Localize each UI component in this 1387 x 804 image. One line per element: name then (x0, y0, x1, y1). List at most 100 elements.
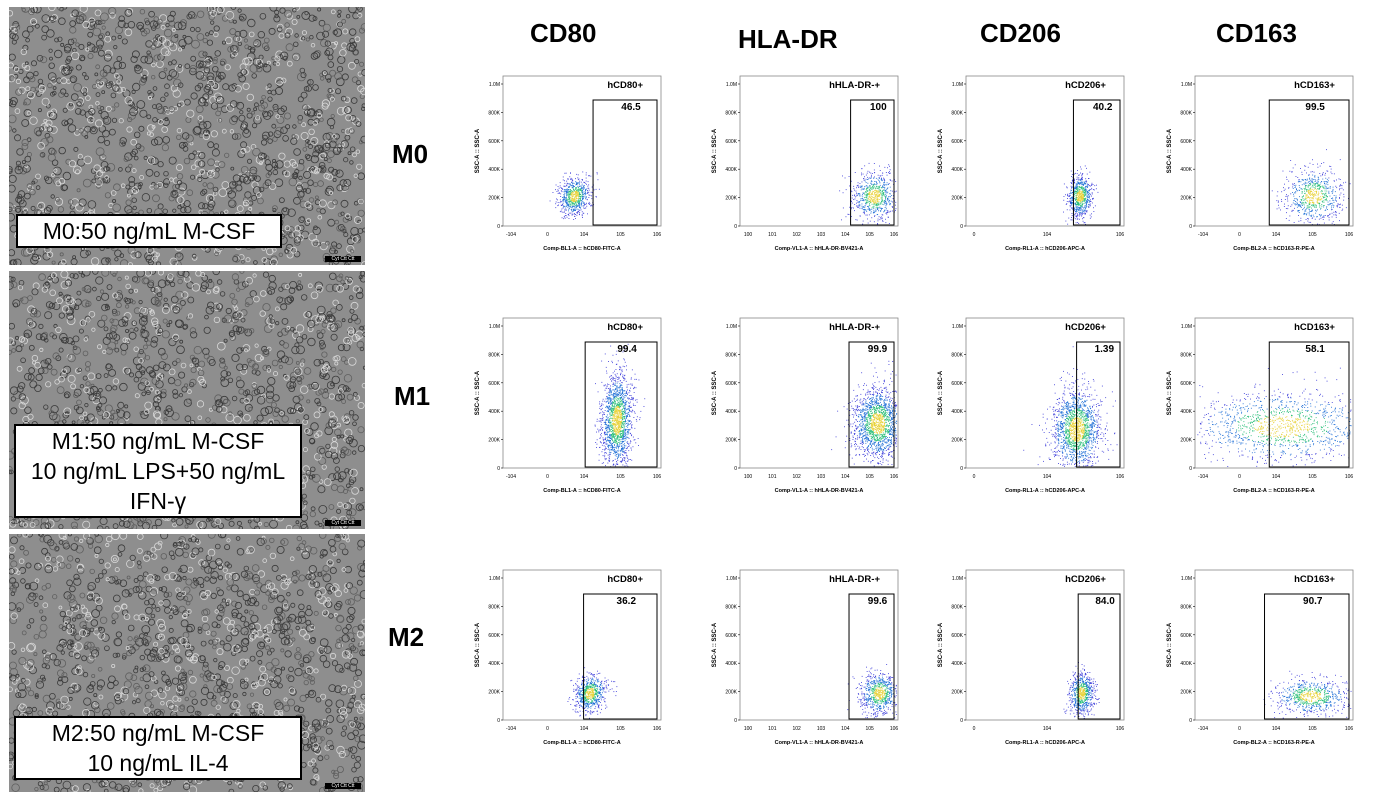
y-tick-label: 200K (1180, 196, 1192, 202)
y-axis-label: SSC-A :: SSC-A (938, 128, 944, 173)
x-tick-label: 106 (890, 232, 899, 238)
row-header-m0: M0 (392, 139, 429, 169)
y-tick-label: 0 (497, 466, 500, 472)
x-tick-label: 106 (1116, 232, 1125, 238)
y-axis-label: SSC-A :: SSC-A (1167, 622, 1173, 667)
y-tick-label: 0 (497, 718, 500, 724)
x-tick-label: -104 (506, 232, 516, 238)
scatter-points (1063, 165, 1099, 225)
scatter-points (1023, 346, 1118, 467)
y-tick-label: 200K (1180, 438, 1192, 444)
gate-name: hCD163+ (1294, 574, 1335, 585)
gate-percentage: 40.2 (1093, 102, 1113, 113)
y-axis-label: SSC-A :: SSC-A (938, 622, 944, 667)
gate-rectangle (1264, 593, 1350, 720)
y-tick-label: 800K (1180, 352, 1192, 358)
y-tick-label: 400K (951, 167, 963, 173)
column-header-hla-dr: HLA-DR (738, 24, 838, 54)
scatter-points (594, 341, 646, 468)
gate-name: hCD206+ (1065, 574, 1106, 585)
x-tick-label: -104 (506, 726, 516, 732)
x-tick-label: 105 (865, 474, 874, 480)
x-tick-label: 0 (546, 232, 549, 238)
gate-percentage: 99.9 (868, 344, 888, 355)
caption-m2: M2:50 ng/mL M-CSF 10 ng/mL IL-4 (14, 716, 302, 780)
y-axis-label: SSC-A :: SSC-A (475, 622, 481, 667)
plot-frame (739, 569, 899, 721)
caption-line: IFN-γ (129, 488, 187, 514)
x-tick-label: -104 (1198, 232, 1208, 238)
x-axis-label: Comp-VL1-A :: hHLA-DR-BV421-A (775, 740, 864, 746)
x-tick-label: 104 (1043, 726, 1052, 732)
column-header-cd163: CD163 (1216, 18, 1297, 48)
scatter-points (839, 162, 897, 225)
gate-percentage: 99.4 (617, 344, 637, 355)
gate-rectangle (1268, 341, 1350, 468)
x-tick-label: 105 (1308, 726, 1317, 732)
x-tick-label: 106 (890, 474, 899, 480)
y-tick-label: 1.0M (952, 576, 963, 582)
y-tick-label: 600K (488, 381, 500, 387)
x-tick-label: 104 (580, 474, 589, 480)
y-tick-label: 800K (951, 110, 963, 116)
x-tick-label: 103 (817, 232, 826, 238)
y-tick-label: 200K (951, 690, 963, 696)
caption-line: M1:50 ng/mL M-CSF (51, 428, 265, 454)
x-tick-label: 104 (1043, 232, 1052, 238)
caption-line: M2:50 ng/mL M-CSF (51, 720, 265, 746)
gate-name: hCD206+ (1065, 322, 1106, 333)
y-tick-label: 600K (951, 381, 963, 387)
x-axis-label: Comp-BL1-A :: hCD80-FITC-A (543, 246, 620, 252)
x-axis-label: Comp-BL1-A :: hCD80-FITC-A (543, 488, 620, 494)
y-tick-label: 600K (488, 633, 500, 639)
y-tick-label: 600K (725, 633, 737, 639)
y-tick-label: 200K (951, 196, 963, 202)
y-tick-label: 1.0M (1181, 324, 1192, 330)
y-tick-label: 1.0M (489, 324, 500, 330)
gate-rectangle (584, 341, 658, 468)
scatter-points (847, 664, 898, 719)
x-axis-label: Comp-RL1-A :: hCD206-APC-A (1005, 246, 1085, 252)
x-tick-label: -104 (506, 474, 516, 480)
y-tick-label: 800K (951, 604, 963, 610)
x-tick-label: 106 (1345, 232, 1354, 238)
caption-m1: M1:50 ng/mL M-CSF 10 ng/mL LPS+50 ng/mL … (14, 424, 302, 518)
gate-rectangle (1076, 341, 1121, 468)
scatter-points (1197, 367, 1352, 467)
x-tick-label: -104 (1198, 726, 1208, 732)
gate-name: hCD206+ (1065, 80, 1106, 91)
x-tick-label: 106 (653, 232, 662, 238)
gate-name: hCD163+ (1294, 80, 1335, 91)
gate-percentage: 99.6 (868, 596, 888, 607)
plot-frame (502, 569, 662, 721)
x-tick-label: 106 (1345, 474, 1354, 480)
y-tick-label: 800K (725, 604, 737, 610)
y-tick-label: 0 (734, 224, 737, 230)
gate-percentage: 36.2 (617, 596, 637, 607)
x-tick-label: 0 (1238, 726, 1241, 732)
x-tick-label: 102 (792, 232, 801, 238)
y-axis-label: SSC-A :: SSC-A (712, 128, 718, 173)
y-tick-label: 1.0M (1181, 576, 1192, 582)
caption-line: 10 ng/mL LPS+50 ng/mL (30, 458, 286, 484)
x-tick-label: 104 (1043, 474, 1052, 480)
y-tick-label: 600K (1180, 381, 1192, 387)
y-tick-label: 200K (951, 438, 963, 444)
y-tick-label: 0 (960, 224, 963, 230)
gate-name: hCD80+ (607, 574, 643, 585)
x-tick-label: 100 (744, 726, 753, 732)
y-tick-label: 600K (1180, 633, 1192, 639)
y-tick-label: 0 (1189, 466, 1192, 472)
y-axis-label: SSC-A :: SSC-A (475, 128, 481, 173)
y-tick-label: 1.0M (489, 82, 500, 88)
x-axis-label: Comp-BL2-A :: hCD163-R-PE-A (1233, 246, 1314, 252)
row-header-m2: M2 (388, 622, 425, 652)
y-tick-label: 400K (725, 661, 737, 667)
y-tick-label: 800K (488, 110, 500, 116)
x-tick-label: 0 (973, 474, 976, 480)
y-tick-label: 600K (488, 139, 500, 145)
y-tick-label: 1.0M (952, 324, 963, 330)
x-axis-label: Comp-BL2-A :: hCD163-R-PE-A (1233, 488, 1314, 494)
x-tick-label: 100 (744, 474, 753, 480)
y-tick-label: 0 (960, 718, 963, 724)
